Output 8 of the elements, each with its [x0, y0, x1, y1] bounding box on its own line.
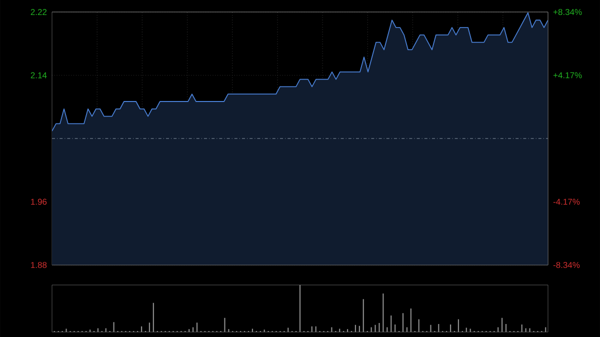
- y-tick-label: 1.88: [31, 262, 47, 268]
- y2-tick-label: +8.34%: [553, 9, 582, 16]
- y2-tick-label: +4.17%: [553, 72, 582, 78]
- y-tick-label: 2.22: [30, 9, 47, 15]
- y-tick-label: 2.14: [30, 72, 47, 78]
- y-tick-label: 1.96: [31, 198, 47, 205]
- y2-tick-label: -4.17%: [553, 198, 580, 205]
- y2-tick-label: -8.34%: [553, 262, 580, 268]
